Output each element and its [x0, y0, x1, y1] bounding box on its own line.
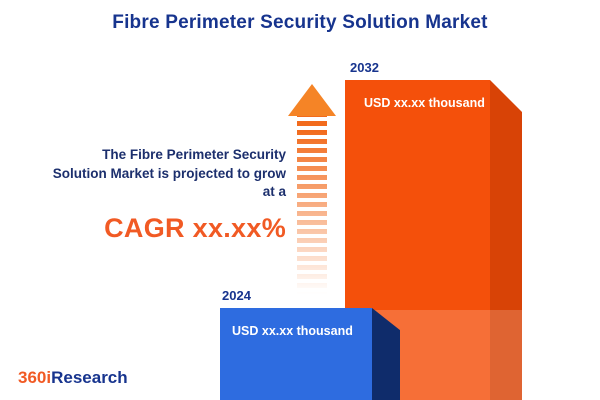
bar-2032-side-face — [490, 80, 522, 400]
promo-text: The Fibre Perimeter Security Solution Ma… — [0, 146, 286, 247]
logo-360iresearch: 360iResearch — [18, 368, 128, 388]
logo-part-orange: 360i — [18, 368, 52, 387]
growth-arrow-icon — [288, 84, 336, 116]
bar-2032-value-label: USD xx.xx thousand — [364, 96, 485, 110]
page-title: Fibre Perimeter Security Solution Market — [112, 12, 488, 33]
bar-2032-year-label: 2032 — [350, 60, 379, 75]
bar-2024-value-label: USD xx.xx thousand — [232, 324, 353, 338]
promo-line-2: Solution Market is projected to grow — [52, 165, 286, 181]
cagr-value: CAGR xx.xx% — [104, 212, 286, 243]
bar-2024-year-label: 2024 — [222, 288, 251, 303]
promo-line-3: at a — [262, 184, 286, 200]
promo-line-1: The Fibre Perimeter Security — [102, 147, 286, 162]
growth-arrow-shaft — [297, 112, 327, 294]
growth-arrow-fade — [297, 112, 327, 294]
logo-part-blue: Research — [51, 368, 128, 387]
bar-2024 — [220, 308, 372, 400]
